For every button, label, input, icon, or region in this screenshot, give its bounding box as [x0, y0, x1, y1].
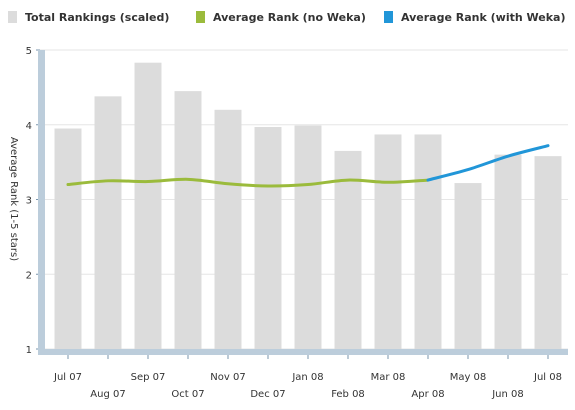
- bar: [534, 156, 562, 349]
- bar-series: [54, 62, 562, 350]
- series-line: [426, 144, 550, 182]
- x-tick-label: Jun 08: [491, 389, 524, 400]
- legend-label: Average Rank (with Weka): [401, 11, 565, 24]
- bar: [54, 128, 82, 349]
- bar: [294, 125, 322, 349]
- y-axis-bar: [38, 50, 45, 353]
- bar: [134, 62, 162, 350]
- x-tick-label: Sep 07: [131, 372, 166, 383]
- bar: [414, 134, 442, 349]
- x-axis-bar: [38, 349, 568, 355]
- x-tick-label: Mar 08: [371, 372, 406, 383]
- bar: [214, 109, 242, 349]
- x-tick-label: Feb 08: [331, 389, 365, 400]
- x-tick-label: Apr 08: [411, 389, 444, 400]
- y-tick-label: 3: [26, 196, 32, 207]
- x-tick-label: Oct 07: [171, 389, 204, 400]
- legend-swatch: [196, 11, 205, 23]
- y-tick-label: 5: [26, 46, 32, 57]
- bar: [494, 154, 522, 349]
- bar: [174, 91, 202, 350]
- y-tick-label: 1: [26, 345, 32, 356]
- bar: [334, 150, 362, 349]
- y-tick-label: 2: [26, 270, 32, 281]
- bar: [454, 183, 482, 349]
- axes: 1 2 3 4 5 Jul 07 Aug 07 Sep 07 Oct 07 Nov 07 Dec 0…: [26, 46, 568, 400]
- y-tick-label: 4: [26, 121, 32, 132]
- series-line: [66, 177, 430, 188]
- x-tick-label: Nov 07: [210, 372, 245, 383]
- bar: [94, 96, 122, 349]
- legend-swatch: [384, 11, 393, 23]
- x-tick-label: Jul 08: [533, 372, 562, 383]
- bar: [254, 126, 282, 350]
- x-tick-label: Dec 07: [250, 389, 285, 400]
- y-axis-title: Average Rank (1-5 stars): [8, 137, 19, 261]
- x-tick-label: May 08: [450, 372, 487, 383]
- bar: [374, 134, 402, 349]
- chart-legend: Total Rankings (scaled) Average Rank (no …: [8, 11, 565, 24]
- legend-swatch: [8, 11, 17, 23]
- line-series: [66, 144, 550, 188]
- legend-label: Total Rankings (scaled): [25, 11, 169, 24]
- x-tick-label: Aug 07: [90, 389, 125, 400]
- legend-label: Average Rank (no Weka): [213, 11, 366, 24]
- x-tick-label: Jul 07: [53, 372, 82, 383]
- x-tick-label: Jan 08: [291, 372, 323, 383]
